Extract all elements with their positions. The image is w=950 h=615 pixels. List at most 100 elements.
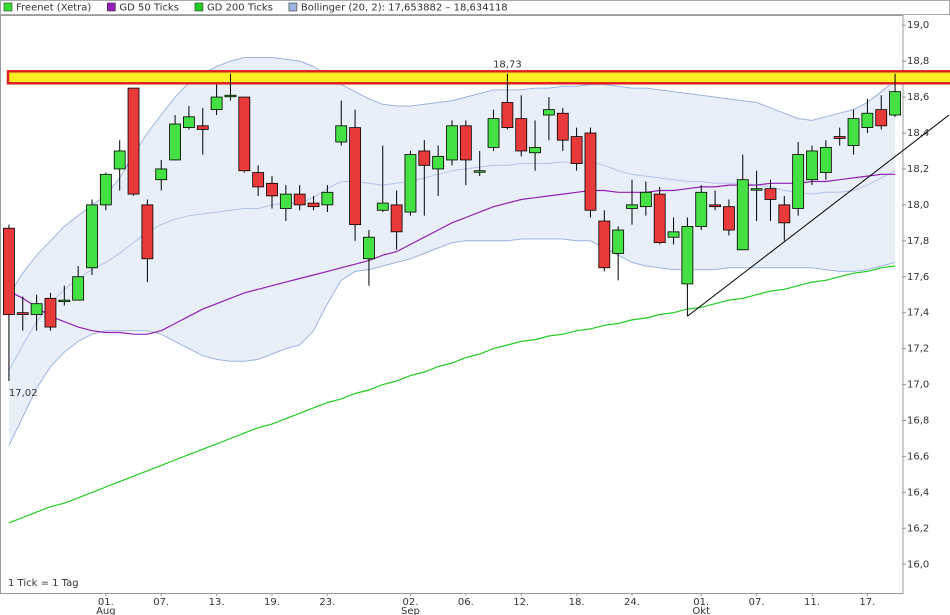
y-tick-label: 17,8	[907, 236, 929, 247]
candle-body	[667, 231, 680, 238]
legend-label: GD 200 Ticks	[207, 3, 273, 14]
legend-swatch	[107, 2, 116, 12]
x-tick-label: 12.	[513, 597, 529, 608]
candle-body	[847, 118, 860, 146]
candle-body	[127, 87, 140, 195]
y-tick-label: 18,8	[907, 56, 929, 67]
x-tick-label: 19.	[264, 597, 280, 608]
moving-average	[8, 265, 896, 524]
x-tick-label: 07.	[749, 597, 765, 608]
candle-body	[750, 188, 763, 191]
bollinger-band	[8, 57, 896, 446]
x-tick-label: 01.	[98, 597, 114, 608]
candle-body	[833, 136, 846, 139]
candle-body	[778, 204, 791, 224]
x-tick-label: 17.	[859, 597, 875, 608]
candle-body	[404, 154, 417, 213]
trendline	[687, 114, 950, 317]
candle-body	[806, 150, 818, 181]
candle-body	[169, 123, 181, 161]
bollinger-upper	[8, 57, 896, 295]
x-tick-label: 24.	[624, 597, 640, 608]
candle-body	[584, 132, 597, 211]
y-tick-label: 18,2	[907, 164, 929, 175]
candle-body	[113, 150, 126, 170]
candle-body	[473, 170, 486, 173]
high-label: 18,73	[493, 60, 522, 71]
low-label: 17,02	[9, 388, 38, 399]
candle-body	[376, 202, 389, 211]
candle-body	[529, 146, 541, 154]
candle-body	[30, 303, 43, 315]
candle-body	[736, 179, 749, 251]
footnote: 1 Tick = 1 Tag	[8, 578, 79, 589]
x-tick-label: 01.	[693, 597, 709, 608]
candle-body	[44, 297, 57, 328]
y-tick-label: 17,2	[907, 344, 929, 355]
candle-body	[266, 182, 278, 197]
y-tick-label: 17,6	[907, 272, 929, 283]
resistance-band	[6, 70, 950, 85]
x-tick-label: 06.	[458, 597, 474, 608]
candle-body	[612, 229, 625, 254]
y-tick-label: 16,2	[907, 523, 929, 534]
candle-body	[487, 118, 500, 148]
candle-body	[390, 204, 403, 233]
y-tick-label: 16,4	[907, 487, 929, 498]
legend-swatch	[194, 2, 204, 12]
candle-body	[446, 125, 458, 161]
plot-layer	[3, 57, 950, 524]
candle-body	[695, 191, 708, 227]
x-tick-label: 02.	[403, 597, 419, 608]
candle-body	[681, 226, 694, 285]
candle-body	[570, 136, 583, 164]
candle-body	[155, 168, 168, 181]
y-tick-label: 19,0	[907, 20, 929, 31]
candle-body	[307, 202, 320, 208]
x-tick-label: 13.	[209, 597, 225, 608]
candle-body	[723, 206, 735, 231]
candle-body	[709, 204, 721, 208]
candle-body	[515, 118, 528, 152]
candle-body	[16, 312, 29, 315]
candle-body	[819, 146, 832, 173]
candle-body	[72, 276, 85, 301]
candle-body	[99, 173, 112, 206]
month-label: Aug	[96, 606, 116, 615]
candle-body	[861, 112, 874, 129]
candle-body	[210, 96, 223, 111]
x-tick-label: 23.	[319, 597, 335, 608]
candle-body	[363, 236, 375, 260]
candle-body	[598, 220, 611, 269]
month-label: Okt	[692, 606, 710, 615]
bollinger-lower	[8, 238, 896, 446]
candle-body	[224, 94, 237, 98]
candle-body	[3, 227, 15, 315]
legend-label: GD 50 Ticks	[119, 3, 179, 14]
month-label: Sep	[401, 606, 420, 615]
candle-body	[196, 125, 209, 130]
y-tick-label: 17,0	[907, 380, 929, 391]
candle-body	[792, 154, 805, 209]
y-tick-label: 18,4	[907, 128, 929, 139]
candle-body	[279, 193, 292, 209]
y-tick-label: 16,8	[907, 416, 929, 427]
candle-body	[293, 193, 306, 206]
candle-body	[556, 112, 569, 141]
candle-body	[252, 172, 265, 188]
candle-body	[653, 193, 666, 244]
candle-body	[764, 188, 777, 200]
legend-label: Freenet (Xetra)	[16, 3, 91, 14]
legend-swatch	[288, 2, 298, 12]
candle-body	[639, 191, 652, 208]
candle-body	[432, 155, 445, 170]
y-tick-label: 16,6	[907, 451, 929, 462]
candle-body	[626, 204, 638, 209]
candle-body	[141, 204, 154, 260]
candle-body	[349, 127, 361, 226]
candle-body	[335, 125, 348, 143]
y-tick-label: 16,0	[907, 559, 929, 570]
candle-body	[183, 116, 195, 129]
candle-body	[58, 299, 71, 303]
